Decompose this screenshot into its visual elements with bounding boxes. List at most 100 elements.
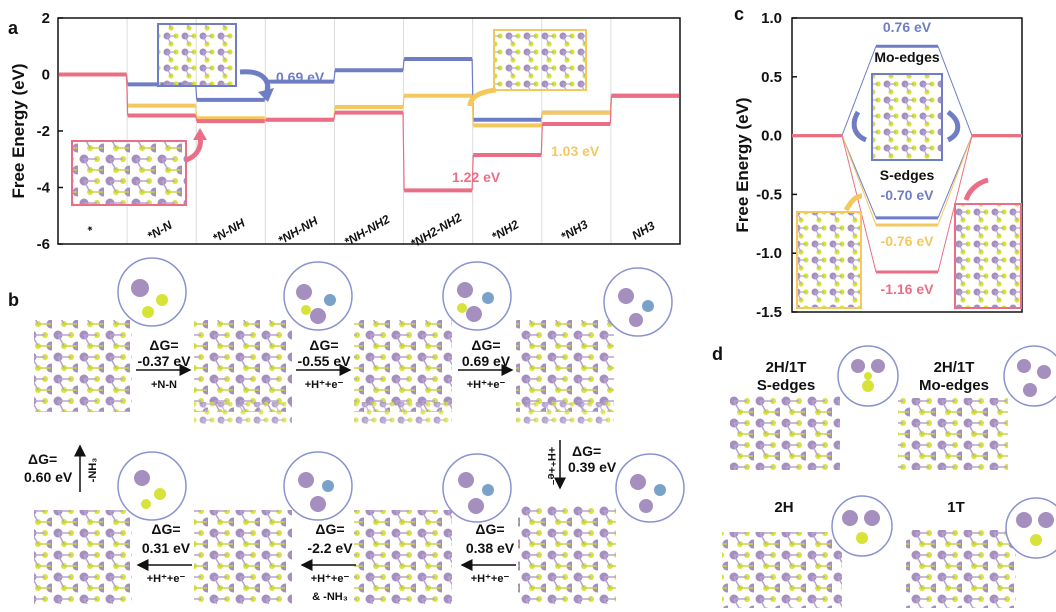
energy-label: Mo-edges — [874, 49, 940, 65]
connector-line — [937, 135, 973, 226]
connector-line — [264, 117, 267, 121]
plot-frame — [791, 17, 1023, 313]
y-tick-label: 0.0 — [761, 128, 782, 145]
dg-value: 0.60 eV — [24, 469, 73, 485]
connector-line — [540, 112, 543, 126]
panel-label-a: a — [8, 18, 19, 38]
y-tick-label: 0 — [42, 67, 50, 84]
dg-value: 0.31 eV — [142, 540, 191, 556]
zoom-circle — [117, 257, 187, 327]
connector-line — [333, 70, 336, 82]
connector-line — [540, 123, 543, 156]
dg-value: 0.38 eV — [466, 540, 515, 556]
reaction-label: -NH₃ — [87, 458, 99, 483]
y-tick-label: -1.0 — [756, 245, 782, 262]
reaction-label: +H⁺+e⁻ — [545, 447, 557, 486]
zoom-circle — [283, 451, 353, 521]
y-tick-label: 1.0 — [761, 10, 782, 27]
category-label: *N-N — [145, 218, 175, 243]
curved-arrow — [946, 109, 961, 143]
connector-line — [195, 105, 198, 119]
panel-label-d: d — [712, 344, 723, 364]
connector-line — [471, 154, 474, 191]
energy-label: S-edges — [880, 167, 935, 183]
curved-arrow — [843, 193, 863, 212]
panel-a-inset-orange — [467, 29, 587, 107]
y-tick-label: -6 — [37, 236, 50, 253]
panel-label-b: b — [8, 290, 19, 310]
dg-label: ΔG= — [475, 521, 504, 537]
dg-value: -2.2 eV — [307, 540, 353, 556]
dg-value: 0.39 eV — [568, 459, 617, 475]
connector-line — [402, 95, 405, 108]
panel-c-inset-mo-edges — [871, 73, 943, 161]
reaction-label: +N-N — [151, 379, 177, 391]
zoom-circle — [442, 453, 512, 523]
zoom-circle — [837, 345, 899, 407]
connector-line — [264, 119, 267, 122]
zoom-circle — [831, 495, 893, 557]
dg-label: ΔG= — [471, 337, 500, 353]
category-label: *N-NH — [210, 216, 247, 246]
reaction-label: +H⁺+e⁻ — [305, 379, 344, 391]
structure-label: Mo-edges — [919, 377, 989, 394]
reaction-label: +H⁺+e⁻ — [471, 573, 510, 585]
y-tick-label: -0.5 — [756, 186, 782, 203]
zoom-circle — [117, 451, 187, 521]
zoom-circle — [615, 453, 685, 523]
connector-line — [195, 115, 198, 122]
reaction-label: +H⁺+e⁻ — [147, 573, 186, 585]
panel-c-inset-left — [796, 211, 862, 309]
reaction-label: +H⁺+e⁻ — [467, 379, 506, 391]
category-label: NH3 — [630, 218, 658, 242]
energy-label: -0.76 eV — [881, 233, 935, 249]
connector-line — [125, 74, 129, 116]
reaction-label: & -NH₃ — [312, 591, 348, 603]
panel-d-structures: 2H/1T S-edges 2H/1T Mo-edges 2H 1T — [722, 345, 1056, 608]
connector-line — [402, 58, 405, 71]
structure-label: 2H/1T — [934, 359, 975, 376]
dg-value: -0.37 eV — [138, 353, 192, 369]
barrier-annotation: 1.03 eV — [551, 143, 600, 159]
category-label: *NH-NH — [276, 213, 321, 247]
reaction-label: +H⁺+e⁻ — [311, 573, 350, 585]
dg-value: 0.69 eV — [462, 353, 511, 369]
curved-arrow — [851, 110, 868, 143]
dg-label: ΔG= — [28, 451, 57, 467]
y-tick-label: -2 — [37, 123, 50, 140]
zoom-circle — [442, 261, 512, 331]
barrier-annotation: 0.69 eV — [276, 69, 325, 85]
curved-arrow — [963, 177, 989, 201]
panel-b-scheme: ΔG= -0.37 eV +N-N ΔG= -0.55 eV +H⁺+e⁻ ΔG… — [24, 257, 685, 604]
y-tick-label: 0.5 — [761, 69, 782, 86]
connector-line — [841, 135, 877, 226]
dg-label: ΔG= — [309, 337, 338, 353]
structure-label: 2H/1T — [766, 359, 807, 376]
connector-line — [841, 135, 877, 273]
energy-label: -0.70 eV — [881, 187, 935, 203]
dg-label: ΔG= — [149, 337, 178, 353]
connector-line — [609, 95, 613, 124]
connector-line — [841, 46, 877, 136]
dg-label: ΔG= — [315, 521, 344, 537]
structure-label: 2H — [774, 499, 793, 516]
category-label: *NH2 — [489, 217, 521, 244]
energy-label: 0.76 eV — [883, 19, 932, 35]
zoom-circle — [603, 267, 673, 337]
y-axis-label: Free Energy (eV) — [733, 97, 752, 232]
connector-line — [333, 112, 336, 120]
zoom-circle — [283, 261, 353, 331]
panel-a-inset-blue — [157, 23, 274, 102]
structure-label: S-edges — [757, 377, 815, 394]
connector-line — [937, 46, 973, 136]
barrier-annotation: 1.22 eV — [452, 169, 501, 185]
category-label: *NH3 — [558, 217, 590, 244]
connector-line — [402, 112, 405, 191]
zoom-circle — [1003, 345, 1056, 407]
y-tick-label: 2 — [42, 10, 50, 27]
dg-label: ΔG= — [151, 521, 180, 537]
energy-label: -1.16 eV — [881, 281, 935, 297]
y-tick-label: -1.5 — [756, 304, 782, 321]
y-tick-label: -4 — [37, 180, 51, 197]
